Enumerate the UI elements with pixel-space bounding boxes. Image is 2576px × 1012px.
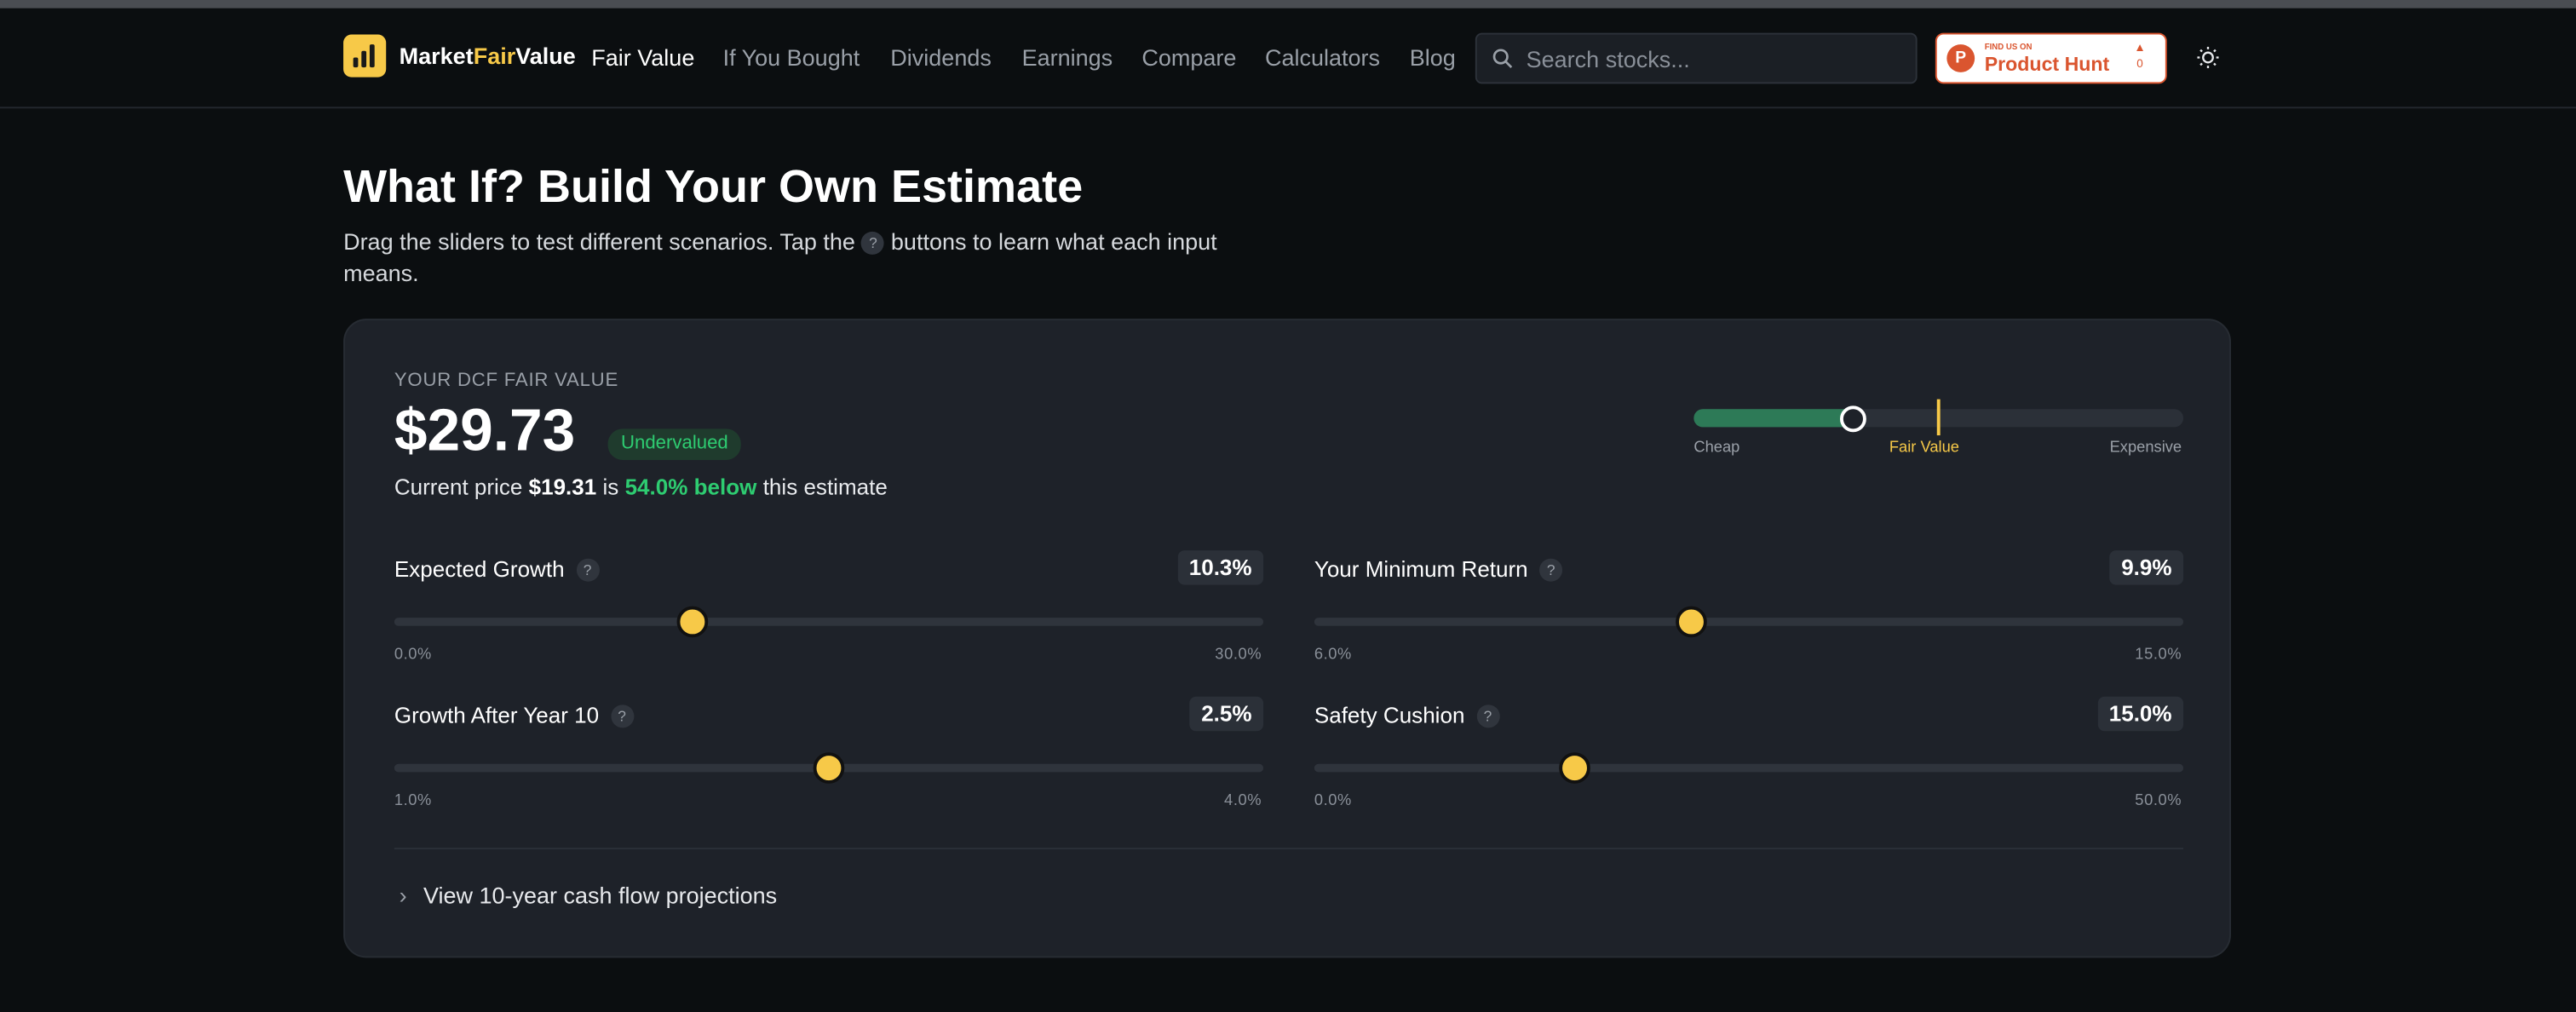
ph-count-value: 0	[2136, 59, 2143, 71]
slider-thumb[interactable]	[813, 752, 845, 784]
help-chip[interactable]: ?	[576, 558, 600, 582]
dcf-value: $29.73	[394, 395, 576, 463]
nav-link[interactable]: Fair Value	[591, 44, 695, 71]
brand[interactable]: MarketFairValue	[400, 43, 576, 69]
slider-min: 0.0%	[1314, 791, 1352, 810]
slider-value: 2.5%	[1189, 696, 1264, 732]
ph-logo: P	[1946, 44, 1975, 72]
slider-value: 15.0%	[2097, 696, 2184, 732]
search-placeholder: Search stocks...	[1526, 45, 1690, 72]
subtitle-text: buttons to learn what each input means.	[343, 228, 1217, 286]
slider-name: Expected Growth?	[394, 557, 600, 582]
nav-link[interactable]: Earnings	[1021, 44, 1113, 71]
nav-link[interactable]: Dividends	[890, 44, 992, 71]
slider-thumb[interactable]	[676, 606, 709, 638]
product-hunt-badge[interactable]: P FIND US ON Product Hunt ▲ 0	[1935, 32, 2167, 84]
ph-small: FIND US ON	[1984, 43, 2033, 53]
gauge-fill	[1693, 409, 1854, 428]
projections-toggle[interactable]: › View 10-year cash flow projections	[394, 882, 778, 909]
slider-min: 6.0%	[1314, 645, 1352, 664]
projections-text: View 10-year cash flow projections	[423, 882, 778, 909]
top-strip	[0, 0, 2576, 9]
slider-min: 0.0%	[394, 645, 432, 664]
slider-min: 1.0%	[394, 791, 432, 810]
slider-name: Growth After Year 10?	[394, 703, 634, 728]
slider-name: Your Minimum Return?	[1314, 557, 1563, 582]
nav-link[interactable]: Blog	[1409, 44, 1456, 71]
current-price: $19.31	[528, 474, 597, 500]
help-chip[interactable]: ?	[1475, 704, 1499, 728]
divider	[394, 848, 2184, 850]
ph-big: Product Hunt	[1984, 52, 2110, 76]
price-text: Current price	[394, 474, 523, 500]
price-line: Current price $19.31 is 54.0% below this…	[394, 474, 888, 499]
help-chip[interactable]: ?	[1539, 558, 1563, 582]
page-title: What If? Build Your Own Estimate	[343, 160, 1084, 212]
ph-count: ▲ 0	[2134, 43, 2146, 71]
price-text: is	[602, 474, 619, 500]
nav-link[interactable]: Calculators	[1264, 44, 1381, 71]
navbar: MarketFairValue Search stocks... P FIND …	[0, 9, 2576, 109]
brand-part: Value	[515, 43, 576, 69]
slider-max: 4.0%	[1224, 791, 1262, 810]
theme-toggle[interactable]	[2196, 46, 2219, 69]
slider-thumb[interactable]	[1675, 606, 1707, 638]
logo[interactable]	[343, 34, 387, 78]
nav-link[interactable]: Compare	[1141, 44, 1237, 71]
gauge-label: Fair Value	[1889, 438, 1960, 457]
slider-max: 15.0%	[2135, 645, 2182, 664]
subtitle-text: Drag the sliders to test different scena…	[343, 228, 855, 255]
gauge-thumb	[1839, 405, 1866, 433]
chevron: ›	[399, 882, 407, 909]
slider-value: 9.9%	[2109, 550, 2184, 585]
slider-name: Safety Cushion?	[1314, 703, 1499, 728]
valuation-gauge	[1693, 399, 2184, 436]
slider-track	[1314, 752, 2184, 784]
status-badge: Undervalued	[607, 428, 742, 460]
page-subtitle: Drag the sliders to test different scena…	[343, 227, 1239, 289]
slider-max: 30.0%	[1215, 645, 1262, 664]
slider-max: 50.0%	[2135, 791, 2182, 810]
gauge-fair-mark	[1936, 399, 1941, 436]
gauge-label: Expensive	[2109, 438, 2182, 457]
slider-track	[394, 606, 1264, 638]
slider-track	[1314, 606, 2184, 638]
search-box[interactable]: Search stocks...	[1475, 32, 1918, 84]
estimate-card: YOUR DCF FAIR VALUE $29.73 Undervalued C…	[343, 319, 2231, 958]
help-chip[interactable]: ?	[610, 704, 634, 728]
search-icon	[1492, 49, 1513, 69]
nav-link[interactable]: If You Bought	[722, 44, 860, 71]
slider-track	[394, 752, 1264, 784]
price-gap: 54.0% below	[624, 474, 757, 500]
slider-value: 10.3%	[1177, 550, 1264, 585]
brand-part: Fair	[473, 43, 516, 69]
slider-thumb[interactable]	[1559, 752, 1591, 784]
gauge-label: Cheap	[1693, 438, 1740, 457]
brand-part: Market	[399, 43, 474, 69]
dcf-label: YOUR DCF FAIR VALUE	[394, 371, 619, 391]
help-chip[interactable]: ?	[861, 231, 885, 255]
price-text: this estimate	[762, 474, 888, 500]
